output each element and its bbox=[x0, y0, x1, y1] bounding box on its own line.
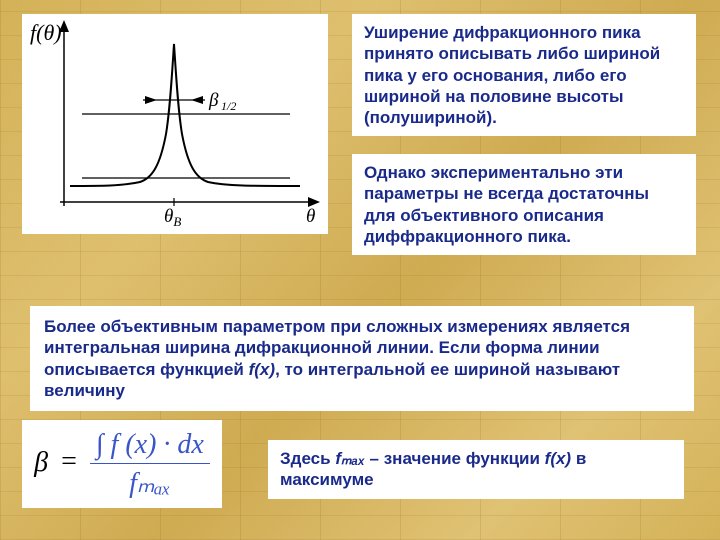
box4-fx: f(x) bbox=[545, 449, 571, 468]
peak-curve bbox=[70, 44, 300, 186]
box3-fx: f(x) bbox=[249, 360, 275, 379]
text-box-2: Однако экспериментально эти параметры не… bbox=[352, 154, 696, 255]
text-box-3: Более объективным параметром при сложных… bbox=[30, 306, 694, 411]
diffraction-peak-chart: f(θ) β θB θ 1/2 bbox=[22, 14, 328, 234]
formula-numerator: ∫ f (x) · dx bbox=[90, 429, 210, 464]
half-width-arrow-left bbox=[145, 96, 157, 104]
half-width-arrow-right bbox=[191, 96, 203, 104]
box4-mid: – значение функции bbox=[365, 449, 545, 468]
box4-fmax: fₘₐₓ bbox=[335, 449, 365, 468]
chart-y-label: f(θ) bbox=[30, 20, 62, 46]
formula-box: β = ∫ f (x) · dx fₘₐₓ bbox=[22, 420, 222, 508]
beta-half-label: β bbox=[208, 90, 219, 111]
box4-pre: Здесь bbox=[280, 449, 335, 468]
text-box-1: Уширение дифракционного пика принято опи… bbox=[352, 14, 696, 136]
x-axis-label: θ bbox=[306, 206, 315, 227]
formula-fraction: ∫ f (x) · dx fₘₐₓ bbox=[90, 429, 210, 500]
chart-svg: β θB θ 1/2 bbox=[22, 14, 328, 234]
text-box-4: Здесь fₘₐₓ – значение функции f(x) в мак… bbox=[268, 440, 684, 499]
theta-b-label: θB bbox=[164, 206, 181, 229]
beta-half-sub: 1/2 bbox=[221, 99, 236, 113]
formula-denominator: fₘₐₓ bbox=[90, 464, 210, 500]
formula-beta: β bbox=[34, 446, 48, 477]
